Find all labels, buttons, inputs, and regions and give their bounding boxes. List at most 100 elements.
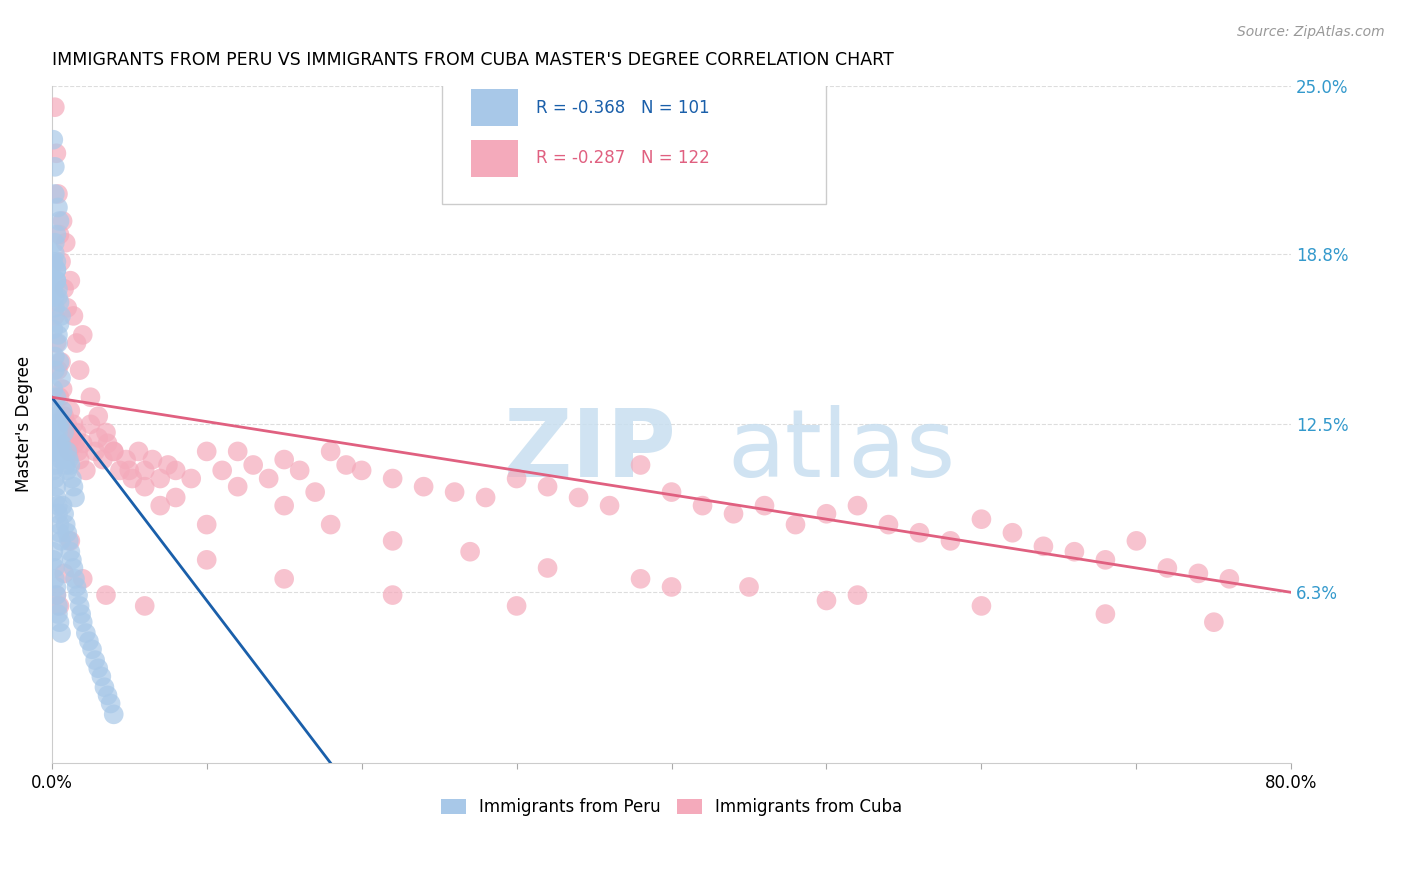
Point [52, 404, 75, 418]
Point [908, 525, 931, 540]
Point [505, 599, 527, 613]
Point [48, 317, 70, 331]
Point [846, 588, 869, 602]
Point [52, 214, 75, 228]
Point [48, 436, 70, 450]
Point [56, 444, 79, 458]
FancyBboxPatch shape [471, 89, 517, 126]
Point [49, 309, 72, 323]
Point [970, 512, 993, 526]
Point [48, 525, 70, 540]
Point [62, 309, 84, 323]
Point [59, 404, 82, 418]
Point [49, 371, 72, 385]
Point [87, 409, 110, 424]
Point [59, 533, 82, 548]
Point [1156, 561, 1178, 575]
Point [165, 463, 187, 477]
Point [350, 463, 373, 477]
Point [90, 669, 112, 683]
Point [46, 336, 69, 351]
Point [80, 642, 103, 657]
Point [141, 452, 163, 467]
Point [52, 382, 75, 396]
Point [93, 680, 115, 694]
Point [1094, 553, 1116, 567]
Point [48, 295, 70, 310]
Point [44, 290, 66, 304]
Point [49, 626, 72, 640]
Point [45, 588, 67, 602]
Point [48, 227, 70, 242]
Point [67, 588, 90, 602]
Point [58, 444, 80, 458]
Point [56, 525, 79, 540]
Point [63, 572, 86, 586]
Point [970, 599, 993, 613]
Point [44, 186, 66, 201]
Point [55, 458, 77, 472]
Point [42, 463, 65, 477]
Point [44, 431, 66, 445]
Point [94, 588, 117, 602]
Point [226, 444, 249, 458]
Point [46, 290, 69, 304]
Point [661, 580, 683, 594]
Point [44, 301, 66, 315]
Point [53, 282, 76, 296]
Point [96, 689, 118, 703]
Point [877, 517, 900, 532]
Point [42, 382, 65, 396]
Point [44, 363, 66, 377]
Point [49, 452, 72, 467]
Point [785, 517, 807, 532]
Point [91, 452, 114, 467]
Point [45, 227, 67, 242]
Point [52, 499, 75, 513]
Point [149, 499, 172, 513]
Point [84, 653, 107, 667]
Point [84, 444, 107, 458]
Point [87, 661, 110, 675]
Text: R = -0.368   N = 101: R = -0.368 N = 101 [537, 98, 710, 117]
Point [52, 444, 75, 458]
Point [48, 444, 70, 458]
Point [128, 444, 150, 458]
Point [45, 146, 67, 161]
Point [536, 480, 558, 494]
Point [46, 507, 69, 521]
Point [72, 327, 94, 342]
Point [53, 566, 76, 581]
Point [458, 545, 481, 559]
Point [44, 350, 66, 364]
Point [87, 431, 110, 445]
Point [48, 355, 70, 369]
Point [568, 491, 591, 505]
Point [630, 458, 652, 472]
Point [44, 572, 66, 586]
Point [44, 458, 66, 472]
Legend: Immigrants from Peru, Immigrants from Cuba: Immigrants from Peru, Immigrants from Cu… [434, 791, 910, 822]
Point [69, 452, 91, 467]
Point [56, 463, 79, 477]
Point [103, 444, 125, 458]
Point [96, 436, 118, 450]
Point [44, 235, 66, 250]
Point [59, 274, 82, 288]
Point [45, 262, 67, 277]
Point [242, 458, 264, 472]
Point [381, 533, 404, 548]
Point [1063, 545, 1085, 559]
Point [45, 390, 67, 404]
Point [118, 463, 141, 477]
Point [846, 499, 869, 513]
Point [273, 572, 295, 586]
Point [165, 491, 187, 505]
Point [1202, 615, 1225, 630]
Point [46, 607, 69, 621]
Point [79, 390, 101, 404]
Point [100, 697, 122, 711]
Point [94, 425, 117, 440]
Point [1218, 572, 1240, 586]
Point [75, 626, 97, 640]
